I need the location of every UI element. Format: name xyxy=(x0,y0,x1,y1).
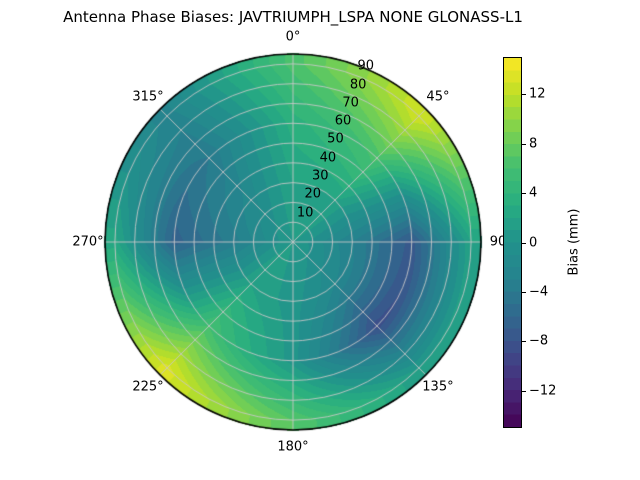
angular-tick-label-135: 135° xyxy=(422,379,454,395)
angular-tick-label-0: 0° xyxy=(285,29,301,45)
colorbar-tick-label-0: 0 xyxy=(529,235,538,250)
colorbar-tick-label-12: 12 xyxy=(529,86,546,102)
radial-tick-label-40: 40 xyxy=(319,150,337,166)
radial-tick-label-60: 60 xyxy=(334,113,352,129)
colorbar-tick-label-4: 4 xyxy=(529,185,538,201)
colorbar-tickmark xyxy=(522,390,526,392)
radial-tick-label-20: 20 xyxy=(304,186,322,202)
radial-tick-label-50: 50 xyxy=(327,131,344,147)
colorbar-tick-label--8: −8 xyxy=(529,333,549,349)
colorbar-tickmark xyxy=(522,143,526,145)
polar-heatmap xyxy=(103,52,483,432)
angular-tick-label-180: 180° xyxy=(277,439,309,455)
colorbar-tick-label-8: 8 xyxy=(529,136,538,152)
angular-tick-label-315: 315° xyxy=(132,89,164,105)
colorbar-tick-label--4: −4 xyxy=(529,284,549,300)
angular-tick-label-45: 45° xyxy=(426,89,450,105)
colorbar-tickmark xyxy=(522,291,526,293)
colorbar-tickmark xyxy=(522,242,526,244)
angular-tick-label-270: 270° xyxy=(72,234,104,250)
colorbar-tick-label--12: −12 xyxy=(529,383,557,399)
radial-tick-label-80: 80 xyxy=(349,77,367,93)
radial-tick-label-10: 10 xyxy=(296,205,314,221)
chart-title: Antenna Phase Biases: JAVTRIUMPH_LSPA NO… xyxy=(63,8,523,26)
colorbar-tickmark xyxy=(522,193,526,195)
radial-tick-label-70: 70 xyxy=(342,95,359,111)
angular-tick-label-90: 90 xyxy=(489,234,507,250)
colorbar-label: Bias (mm) xyxy=(566,208,582,276)
radial-tick-label-30: 30 xyxy=(312,168,329,184)
colorbar-gradient xyxy=(503,57,522,428)
radial-tick-label-90: 90 xyxy=(357,58,375,74)
colorbar-tickmark xyxy=(522,341,526,343)
angular-tick-label-225: 225° xyxy=(132,379,164,395)
colorbar-tickmark xyxy=(522,94,526,96)
